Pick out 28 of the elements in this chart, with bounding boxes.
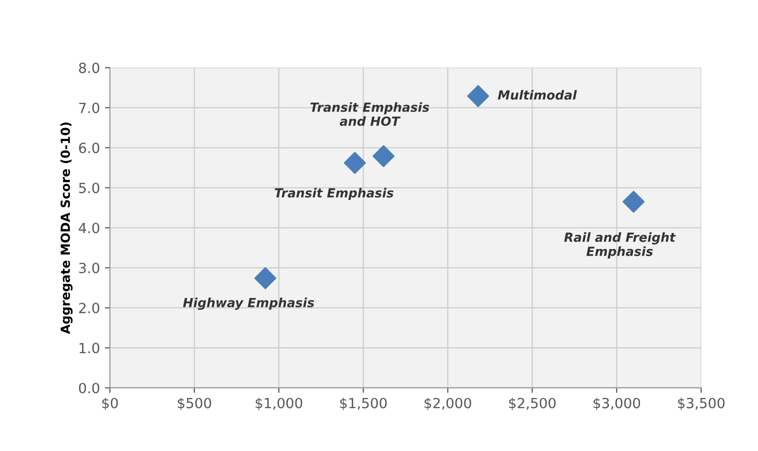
y-tick-label: 4.0 [78,222,100,234]
x-tick-label: $0 [102,398,118,410]
x-tick-label: $3,500 [678,398,725,410]
y-tick-label: 6.0 [79,142,100,154]
point [467,85,490,108]
point [372,145,395,168]
y-tick-label: 7.0 [79,102,100,114]
x-tick-label: $3,000 [594,398,640,410]
x-tick-label: $1,500 [340,398,387,410]
annotation: Multimodal [498,90,577,100]
y-tick-label: 2.0 [79,302,100,314]
y-axis-title: Aggregate MODA Score (0-10) [60,122,73,334]
annotation: Transit Emphasis [274,188,394,200]
y-tick-label: 3.0 [79,262,100,274]
y-tick-label: 1.0 [80,342,100,354]
point [622,190,645,213]
y-tick-label: 8.0 [79,62,100,74]
x-tick-label: $2,500 [509,398,556,410]
annotation: Highway Emphasis [183,298,314,310]
x-tick-label: $1,000 [256,398,302,410]
point [344,152,366,174]
x-tick-label: $2,000 [424,398,472,410]
x-tick-label: $500 [178,398,212,410]
y-tick-label: 5.0 [79,182,100,194]
annotation: Rail and Freight Emphasis [564,232,676,258]
point [254,267,276,290]
y-tick-label: 0.0 [79,382,100,394]
annotation: Transit Emphasis and HOT [310,102,430,126]
